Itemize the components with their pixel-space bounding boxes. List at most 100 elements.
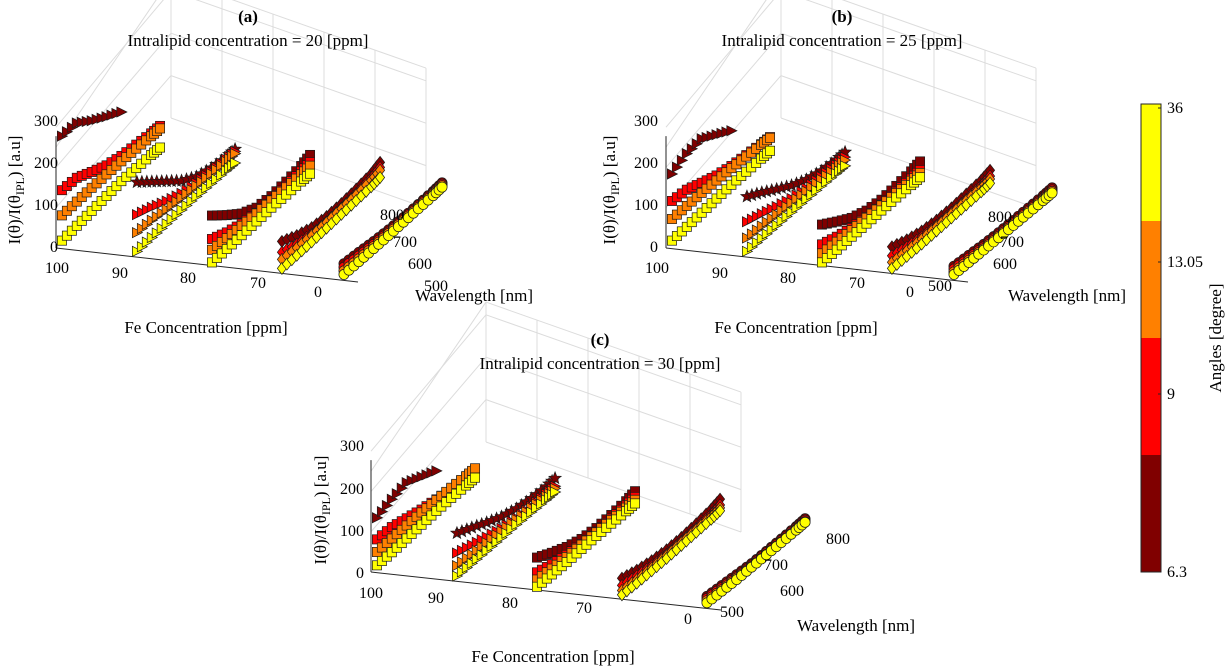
z-axis-label: I(θ)/I(θIPL) [a.u] xyxy=(600,136,622,245)
data-point xyxy=(470,463,481,474)
series-fe90-angle36 xyxy=(131,157,242,257)
grid-line xyxy=(370,356,487,492)
grid-line xyxy=(55,32,172,168)
fe-axis-label: Fe Concentration [ppm] xyxy=(124,318,287,337)
data-point xyxy=(715,504,726,518)
z-tick-label: 200 xyxy=(34,155,58,172)
top-back-edge xyxy=(485,301,742,393)
fe-tick-label: 90 xyxy=(428,590,444,607)
data-point xyxy=(765,145,776,156)
z-tick-label: 300 xyxy=(34,113,58,130)
fe-axis-label: Fe Concentration [ppm] xyxy=(471,647,634,666)
wavelength-tick-label: 700 xyxy=(393,234,417,251)
z-tick-label: 0 xyxy=(356,565,364,582)
top-left-edge xyxy=(370,301,487,472)
panel-title: Intralipid concentration = 30 [ppm] xyxy=(480,354,721,373)
wavelength-tick-label: 800 xyxy=(988,209,1012,226)
fe-tick-label: 100 xyxy=(645,260,669,277)
colorbar-band xyxy=(1141,221,1161,338)
panel-letter: (a) xyxy=(238,7,258,26)
data-point xyxy=(915,156,926,167)
colorbar-band xyxy=(1141,104,1161,221)
wavelength-tick-label: 600 xyxy=(408,256,432,273)
data-point xyxy=(111,181,122,192)
z-tick-label: 0 xyxy=(50,239,58,256)
fe-tick-label: 0 xyxy=(906,284,914,301)
data-point xyxy=(470,472,481,483)
series-fe80-angle36 xyxy=(206,168,316,268)
panel-letter: (b) xyxy=(832,7,853,26)
grid-line xyxy=(485,399,742,491)
z-tick-label: 300 xyxy=(340,438,364,455)
z-tick-label: 100 xyxy=(340,523,364,540)
data-point xyxy=(116,106,128,118)
series-fe70-angle36 xyxy=(616,504,726,602)
data-point xyxy=(66,225,77,236)
grid-line xyxy=(195,0,427,82)
data-point xyxy=(726,125,738,137)
data-point xyxy=(630,498,641,509)
grid-line xyxy=(55,0,164,128)
axes-box xyxy=(665,0,1037,283)
fe-tick-label: 100 xyxy=(45,260,69,277)
top-back-edge xyxy=(231,0,427,69)
colorbar-frame xyxy=(1140,103,1162,573)
panel-title: Intralipid concentration = 25 [ppm] xyxy=(722,31,963,50)
colorbar: 36 13.05 9 6.3 Angles [degree] xyxy=(1140,100,1225,581)
data-point xyxy=(76,215,87,226)
colorbar-band xyxy=(1141,338,1161,455)
fe-tick-label: 100 xyxy=(359,585,383,602)
data-point xyxy=(230,157,242,169)
series-fe90-angle36 xyxy=(741,160,852,257)
wavelength-tick-label: 600 xyxy=(993,256,1017,273)
fe-tick-label: 70 xyxy=(849,275,865,292)
data-point xyxy=(548,470,563,485)
wavelength-tick-label: 500 xyxy=(928,278,952,295)
wavelength-tick-label: 700 xyxy=(764,557,788,574)
z-tick-label: 200 xyxy=(340,481,364,498)
grid-line xyxy=(170,32,427,124)
data-point xyxy=(91,200,102,211)
grid-line xyxy=(485,314,742,406)
series-fe100-angle13_05 xyxy=(371,463,481,557)
series-fe0-angle36 xyxy=(948,187,1058,280)
grid-line xyxy=(170,75,427,167)
data-point xyxy=(799,516,811,528)
z-tick-label: 100 xyxy=(634,197,658,214)
colorbar-tick-label: 36 xyxy=(1167,100,1183,117)
data-point xyxy=(101,191,112,201)
series-fe90-angle6_3 xyxy=(449,470,563,540)
fe-tick-label: 70 xyxy=(250,275,266,292)
colorbar-tick-label: 13.05 xyxy=(1167,254,1203,271)
wavelength-tick-label: 600 xyxy=(780,583,804,600)
data-point xyxy=(550,486,562,498)
wavelength-tick-label: 500 xyxy=(424,278,448,295)
grid-line xyxy=(780,32,1037,124)
z-tick-label: 200 xyxy=(634,155,658,172)
grid-line xyxy=(370,399,487,533)
data-point xyxy=(431,465,443,477)
series-fe100-angle6_3 xyxy=(371,465,443,524)
data-point xyxy=(86,205,97,216)
grid-line xyxy=(780,75,1037,167)
data-point xyxy=(61,230,72,241)
z-tick-label: 100 xyxy=(34,197,58,214)
data-point xyxy=(765,132,776,143)
wavelength-axis-label: Wavelength [nm] xyxy=(1008,286,1126,305)
wavelength-tick-label: 800 xyxy=(380,207,404,224)
data-point xyxy=(230,147,242,160)
series-fe70-angle36 xyxy=(886,176,996,275)
fe-tick-label: 90 xyxy=(112,265,128,282)
back-floor-edge xyxy=(780,117,1037,209)
series-fe0-angle36 xyxy=(338,181,448,280)
colorbar-label: Angles [degree] xyxy=(1206,283,1225,392)
z-axis-label: I(θ)/I(θIPL) [a.u] xyxy=(311,456,333,565)
z-axis-label: I(θ)/I(θIPL) [a.u] xyxy=(5,136,27,245)
data-point xyxy=(155,142,166,153)
series-fe100-angle13_05 xyxy=(56,123,166,221)
data-point xyxy=(71,220,82,231)
fe-axis-label: Fe Concentration [ppm] xyxy=(714,318,877,337)
fe-tick-label: 80 xyxy=(180,270,196,287)
